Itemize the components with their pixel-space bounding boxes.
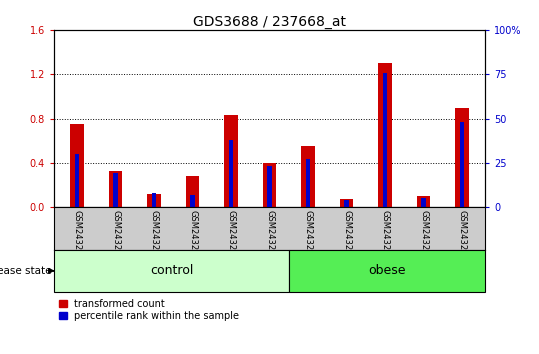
Text: GSM243216: GSM243216 <box>111 210 120 261</box>
Bar <box>54 250 289 292</box>
Bar <box>229 140 233 207</box>
Bar <box>75 154 79 207</box>
Text: GSM243217: GSM243217 <box>149 210 158 261</box>
Legend: transformed count, percentile rank within the sample: transformed count, percentile rank withi… <box>59 299 239 321</box>
Bar <box>301 146 315 207</box>
Text: obese: obese <box>368 264 406 277</box>
Bar <box>455 108 469 207</box>
Text: GSM243227: GSM243227 <box>381 210 390 261</box>
Text: GSM243226: GSM243226 <box>342 210 351 261</box>
Text: GSM243218: GSM243218 <box>188 210 197 261</box>
Text: GSM243275: GSM243275 <box>458 210 466 261</box>
Text: GSM243219: GSM243219 <box>226 210 236 261</box>
Text: GSM243215: GSM243215 <box>73 210 81 261</box>
Text: disease state: disease state <box>0 266 52 276</box>
Bar <box>70 124 84 207</box>
Bar <box>344 200 349 207</box>
Bar <box>289 250 485 292</box>
Bar <box>340 199 353 207</box>
Bar <box>267 166 272 207</box>
Bar <box>421 198 426 207</box>
Bar <box>224 115 238 207</box>
Text: GSM243220: GSM243220 <box>265 210 274 261</box>
Text: control: control <box>150 264 193 277</box>
Bar <box>460 122 464 207</box>
Title: GDS3688 / 237668_at: GDS3688 / 237668_at <box>193 15 346 29</box>
Text: GSM243228: GSM243228 <box>419 210 428 261</box>
Bar <box>417 196 430 207</box>
Bar <box>306 159 310 207</box>
Bar <box>151 193 156 207</box>
Bar <box>190 195 195 207</box>
Bar <box>186 176 199 207</box>
Bar <box>147 194 161 207</box>
Bar <box>113 173 118 207</box>
Bar <box>109 171 122 207</box>
Bar <box>383 73 388 207</box>
Text: GSM243225: GSM243225 <box>303 210 313 261</box>
Bar <box>378 63 392 207</box>
Bar <box>263 163 277 207</box>
